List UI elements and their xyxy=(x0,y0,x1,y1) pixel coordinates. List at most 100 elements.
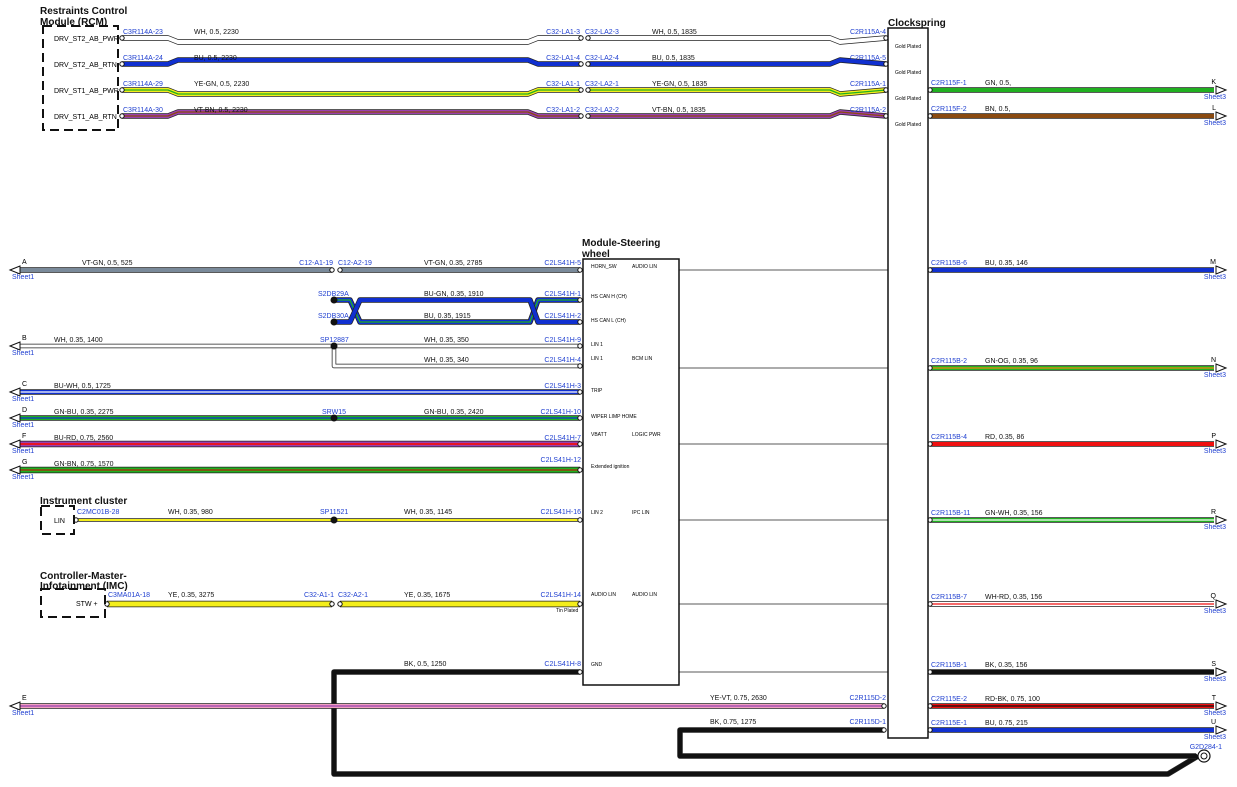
wire-d-spec2: GN-BU, 0.35, 2420 xyxy=(424,409,484,416)
wire-b-pin-2 xyxy=(577,363,583,369)
wire-imc-spec1: YE, 0.35, 3275 xyxy=(168,592,214,599)
wire-c-letter: C xyxy=(22,381,27,388)
airbag-left-conn-1: C3R114A-23 xyxy=(123,29,163,36)
right-letter-R: R xyxy=(1211,509,1216,516)
msw-right-pin-2: BCM LIN xyxy=(632,356,653,362)
wire-ic-conn: C2LS41H-16 xyxy=(541,509,582,516)
wires-layer xyxy=(8,35,1228,777)
airbag-spec1-2: BU, 0.5, 2230 xyxy=(194,55,237,62)
wire-a-spec2: VT-GN, 0.35, 2785 xyxy=(424,260,482,267)
right-arrow-N xyxy=(1215,363,1228,373)
wire-c-sheet: Sheet1 xyxy=(12,396,34,403)
wire-can-l-base xyxy=(334,298,580,324)
airbag-right-conn-3: C2R115A-1 xyxy=(850,81,886,88)
wire-b-spec3: WH, 0.35, 340 xyxy=(424,357,469,364)
can-h-splice xyxy=(330,296,338,304)
msw-left-pin-3: HS CAN L (CH) xyxy=(591,318,626,324)
instrument-cluster-box xyxy=(40,505,75,535)
right-letter-Q: Q xyxy=(1211,593,1217,600)
wire-g-conn: C2LS41H-12 xyxy=(541,457,582,464)
airbag-pin-mid-a-4 xyxy=(578,113,584,119)
wire-f-spec: BU-RD, 0.75, 2560 xyxy=(54,435,113,442)
wire-can-h-stripe xyxy=(334,299,580,323)
airbag-pin-left-2 xyxy=(119,61,125,67)
wire-gnd-spec: BK, 0.5, 1250 xyxy=(404,661,447,668)
wire-imc-mid-a: C32-A1-1 xyxy=(304,592,334,599)
gold-plated-4: Gold Plated xyxy=(895,122,921,128)
ic-pin-label: LIN xyxy=(54,518,65,525)
right-conn-K: C2R115F-1 xyxy=(931,80,967,87)
right-conn-R: C2R115B-11 xyxy=(931,510,971,517)
can-h-splice-label: S2DB29A xyxy=(318,291,349,298)
airbag-pin-mid-a-2 xyxy=(578,61,584,67)
right-sheet-M: Sheet3 xyxy=(1204,274,1226,281)
airbag-pin-mid-b-2 xyxy=(585,61,591,67)
wire-ic-conn0: C2MC01B-28 xyxy=(77,509,120,516)
gold-plated-3: Gold Plated xyxy=(895,96,921,102)
wire-f-letter: F xyxy=(22,433,26,440)
imc-title-2: Infotainment (IMC) xyxy=(40,581,128,592)
airbag-mid-a-3: C32-LA1-1 xyxy=(546,81,580,88)
airbag-spec1-1: WH, 0.5, 2230 xyxy=(194,29,239,36)
msw-right-pin-4: IPC LIN xyxy=(632,510,650,516)
wire-imc-pin-b xyxy=(337,601,343,607)
airbag-wire-2-right-base xyxy=(588,58,887,66)
clockspring-box xyxy=(887,27,929,739)
airbag-left-conn-4: C3R114A-30 xyxy=(123,107,163,114)
right-arrow-P xyxy=(1215,439,1228,449)
airbag-mid-a-1: C32-LA1-3 xyxy=(546,29,580,36)
wire-f-sheet: Sheet1 xyxy=(12,448,34,455)
wire-d-splice xyxy=(330,414,338,422)
airbag-right-conn-1: C2R115A-4 xyxy=(850,29,886,36)
rcm-pin-4: DRV_ST1_AB_RTN xyxy=(54,114,117,121)
imc-box xyxy=(40,588,106,618)
wire-c-spec: BU-WH, 0.5, 1725 xyxy=(54,383,111,390)
wire-d-splice-label: SRW15 xyxy=(322,409,346,416)
wire-c-conn: C2LS41H-3 xyxy=(544,383,581,390)
wire-imc-conn0: C3MA01A-18 xyxy=(108,592,150,599)
wire-b-2-base xyxy=(332,346,580,368)
airbag-spec2-2: BU, 0.5, 1835 xyxy=(652,55,695,62)
right-letter-L: L xyxy=(1212,105,1216,112)
clockspring-title: Clockspring xyxy=(888,18,946,29)
wire-bk2-spec: BK, 0.75, 1275 xyxy=(710,719,756,726)
imc-title-1: Controller-Master- xyxy=(40,571,127,582)
wire-f-conn: C2LS41H-7 xyxy=(544,435,581,442)
wire-ic-pin-end xyxy=(577,517,583,523)
tin-plated-label: Tin Plated xyxy=(556,608,579,614)
wire-bk2-conn: C2R115D-1 xyxy=(850,719,887,726)
msw-left-pin-6: TRIP xyxy=(591,388,603,394)
can-l-spec: BU, 0.35, 1915 xyxy=(424,313,471,320)
wire-a-arrow xyxy=(8,265,21,275)
airbag-right-conn-4: C2R115A-2 xyxy=(850,107,886,114)
airbag-mid-b-3: C32-LA2-1 xyxy=(585,81,619,88)
wire-bk2-base xyxy=(678,728,1196,758)
can-l-splice xyxy=(330,318,338,326)
airbag-wire-1-left-base xyxy=(122,36,581,44)
right-sheet-S: Sheet3 xyxy=(1204,676,1226,683)
labels-layer: C3R114A-23 WH, 0.5, 2230 C32-LA1-3 C32-LA2-… xyxy=(12,29,1226,751)
right-spec-L: BN, 0.5, xyxy=(985,106,1010,113)
airbag-spec2-3: YE-GN, 0.5, 1835 xyxy=(652,81,707,88)
wire-f-arrow xyxy=(8,439,21,449)
airbag-left-conn-2: C3R114A-24 xyxy=(123,55,163,62)
msw-right-pin-1: AUDIO LIN xyxy=(632,264,657,270)
wire-b-splice xyxy=(330,342,338,350)
airbag-wire-4-left-stripe xyxy=(122,111,581,117)
right-spec-M: BU, 0.35, 146 xyxy=(985,260,1028,267)
wire-imc-mid-b: C32-A2-1 xyxy=(338,592,368,599)
wire-e-letter: E xyxy=(22,695,27,702)
wire-gnd-pin xyxy=(577,669,583,675)
wire-a-mid-b: C12-A2-19 xyxy=(338,260,372,267)
can-l-conn: C2LS41H-2 xyxy=(544,313,581,320)
rcm-title-2: Module (RCM) xyxy=(40,17,107,28)
wire-bk2-pin xyxy=(881,727,887,733)
msw-left-pin-11: AUDIO LIN xyxy=(591,592,616,598)
airbag-pin-left-3 xyxy=(119,87,125,93)
wire-b-spec1: WH, 0.35, 1400 xyxy=(54,337,103,344)
airbag-mid-b-4: C32-LA2-2 xyxy=(585,107,619,114)
right-sheet-Q: Sheet3 xyxy=(1204,608,1226,615)
right-conn-S: C2R115B-1 xyxy=(931,662,967,669)
right-sheet-K: Sheet3 xyxy=(1204,94,1226,101)
right-letter-U: U xyxy=(1211,719,1216,726)
